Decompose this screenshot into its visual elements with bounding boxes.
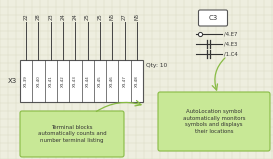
Text: /4.E7: /4.E7 [224, 31, 238, 37]
Text: X3-48: X3-48 [135, 75, 139, 87]
Text: 24: 24 [73, 13, 78, 20]
Text: 28: 28 [36, 13, 41, 20]
Text: N5: N5 [134, 13, 139, 20]
Text: N5: N5 [110, 13, 115, 20]
Text: Terminal blocks
automatically counts and
number terminal listing: Terminal blocks automatically counts and… [38, 125, 106, 143]
Text: 27: 27 [122, 13, 127, 20]
FancyBboxPatch shape [198, 10, 227, 26]
Text: X3-42: X3-42 [61, 75, 65, 87]
Text: C3: C3 [208, 15, 218, 21]
FancyBboxPatch shape [20, 111, 124, 157]
Text: X3-39: X3-39 [24, 75, 28, 87]
Text: 25: 25 [97, 13, 102, 20]
Text: AutoLocation symbol
automatically monitors
symbols and displays
their locations: AutoLocation symbol automatically monito… [183, 109, 245, 134]
Text: 24: 24 [61, 13, 66, 20]
Text: X3-44: X3-44 [86, 75, 90, 87]
FancyBboxPatch shape [158, 92, 270, 151]
Text: X3-43: X3-43 [73, 75, 77, 87]
Text: 22: 22 [24, 13, 29, 20]
Text: X3: X3 [8, 78, 17, 84]
Text: X3-41: X3-41 [49, 75, 53, 87]
Text: /1.C4: /1.C4 [224, 52, 238, 56]
Text: 23: 23 [48, 13, 53, 20]
Text: X3-47: X3-47 [123, 75, 127, 87]
Text: 25: 25 [85, 13, 90, 20]
Bar [20, 60, 143, 102]
Text: X3-45: X3-45 [98, 75, 102, 87]
Text: /4.E3: /4.E3 [224, 41, 237, 46]
Text: X3-40: X3-40 [37, 75, 40, 87]
Text: Qty: 10: Qty: 10 [146, 63, 167, 69]
Text: X3-46: X3-46 [110, 75, 114, 87]
